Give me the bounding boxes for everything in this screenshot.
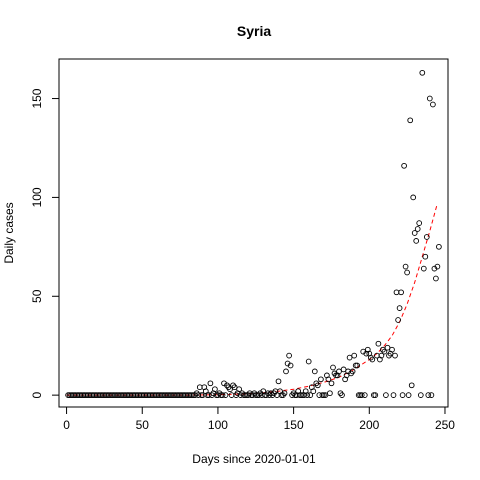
x-tick-label: 50 (136, 418, 150, 432)
y-tick-label: 50 (30, 289, 44, 303)
data-point (328, 380, 335, 387)
data-point (430, 101, 436, 108)
data-point (398, 289, 404, 296)
data-points-layer (65, 69, 442, 398)
data-point (330, 364, 336, 371)
data-point (416, 220, 423, 226)
data-point (212, 386, 218, 393)
data-point (358, 392, 365, 398)
data-point (390, 392, 397, 398)
trend-line (66, 203, 438, 396)
data-point (417, 392, 424, 398)
x-tick-label: 100 (208, 418, 228, 432)
data-point (286, 352, 292, 359)
data-point (339, 392, 345, 398)
data-point (401, 162, 407, 169)
data-point (369, 356, 376, 363)
chart-title: Syria (237, 23, 271, 39)
data-point (325, 376, 332, 383)
data-point (311, 368, 318, 375)
data-point (384, 344, 391, 351)
x-tick-label: 150 (284, 418, 304, 432)
data-point (419, 69, 426, 76)
x-tick-label: 200 (359, 418, 379, 432)
data-point (426, 95, 433, 102)
data-point (219, 392, 226, 398)
data-point (425, 392, 432, 398)
data-point (349, 368, 356, 375)
data-point (408, 382, 415, 389)
data-point (436, 243, 442, 250)
y-tick-label: 0 (30, 391, 44, 398)
data-point (340, 366, 347, 373)
data-point (402, 263, 409, 270)
data-point (410, 194, 417, 201)
data-point (327, 390, 333, 397)
data-point (393, 289, 400, 296)
data-point (392, 352, 398, 359)
data-point (411, 230, 418, 236)
data-point (346, 354, 353, 361)
data-point (389, 346, 395, 353)
data-point (399, 392, 406, 398)
data-point (304, 392, 311, 398)
y-axis: 0 50 100 150 (30, 88, 60, 398)
x-tick-label: 0 (63, 418, 70, 432)
data-point (407, 117, 414, 124)
data-point (314, 382, 321, 389)
data-point (372, 392, 379, 398)
data-point (404, 269, 410, 276)
data-point (231, 384, 238, 391)
data-point (305, 358, 312, 365)
data-point (227, 386, 233, 393)
y-axis-label: Daily cases (2, 202, 16, 263)
plot-frame (58, 58, 449, 408)
data-point (207, 380, 214, 387)
data-point (354, 362, 361, 369)
data-point (413, 238, 420, 244)
data-point (283, 368, 289, 375)
data-point (396, 305, 403, 311)
data-point (351, 352, 358, 359)
data-point (428, 392, 435, 398)
data-point (205, 392, 212, 398)
x-axis-label: Days since 2020-01-01 (192, 452, 316, 466)
data-point (383, 392, 389, 398)
y-tick-label: 150 (30, 88, 44, 108)
data-point (236, 386, 242, 393)
trend-line-layer (66, 203, 438, 396)
data-point (310, 388, 317, 395)
x-tick-label: 250 (435, 418, 455, 432)
data-point (433, 275, 439, 282)
data-point (222, 392, 229, 398)
data-point (423, 234, 430, 240)
data-point (275, 378, 282, 385)
data-point (318, 376, 324, 383)
y-tick-label: 100 (30, 187, 44, 207)
data-point (375, 340, 382, 347)
data-point (378, 352, 385, 359)
data-point (381, 348, 388, 355)
data-point (405, 392, 412, 398)
x-axis: 0 50 100 150 200 250 (63, 406, 455, 432)
data-point (395, 317, 401, 323)
data-point (336, 368, 342, 375)
data-point (287, 362, 294, 369)
data-point (414, 226, 421, 232)
data-point (420, 265, 427, 272)
data-point (361, 392, 368, 398)
data-point (422, 253, 429, 260)
data-point (307, 392, 314, 398)
data-point (281, 390, 288, 397)
data-point (434, 263, 441, 270)
